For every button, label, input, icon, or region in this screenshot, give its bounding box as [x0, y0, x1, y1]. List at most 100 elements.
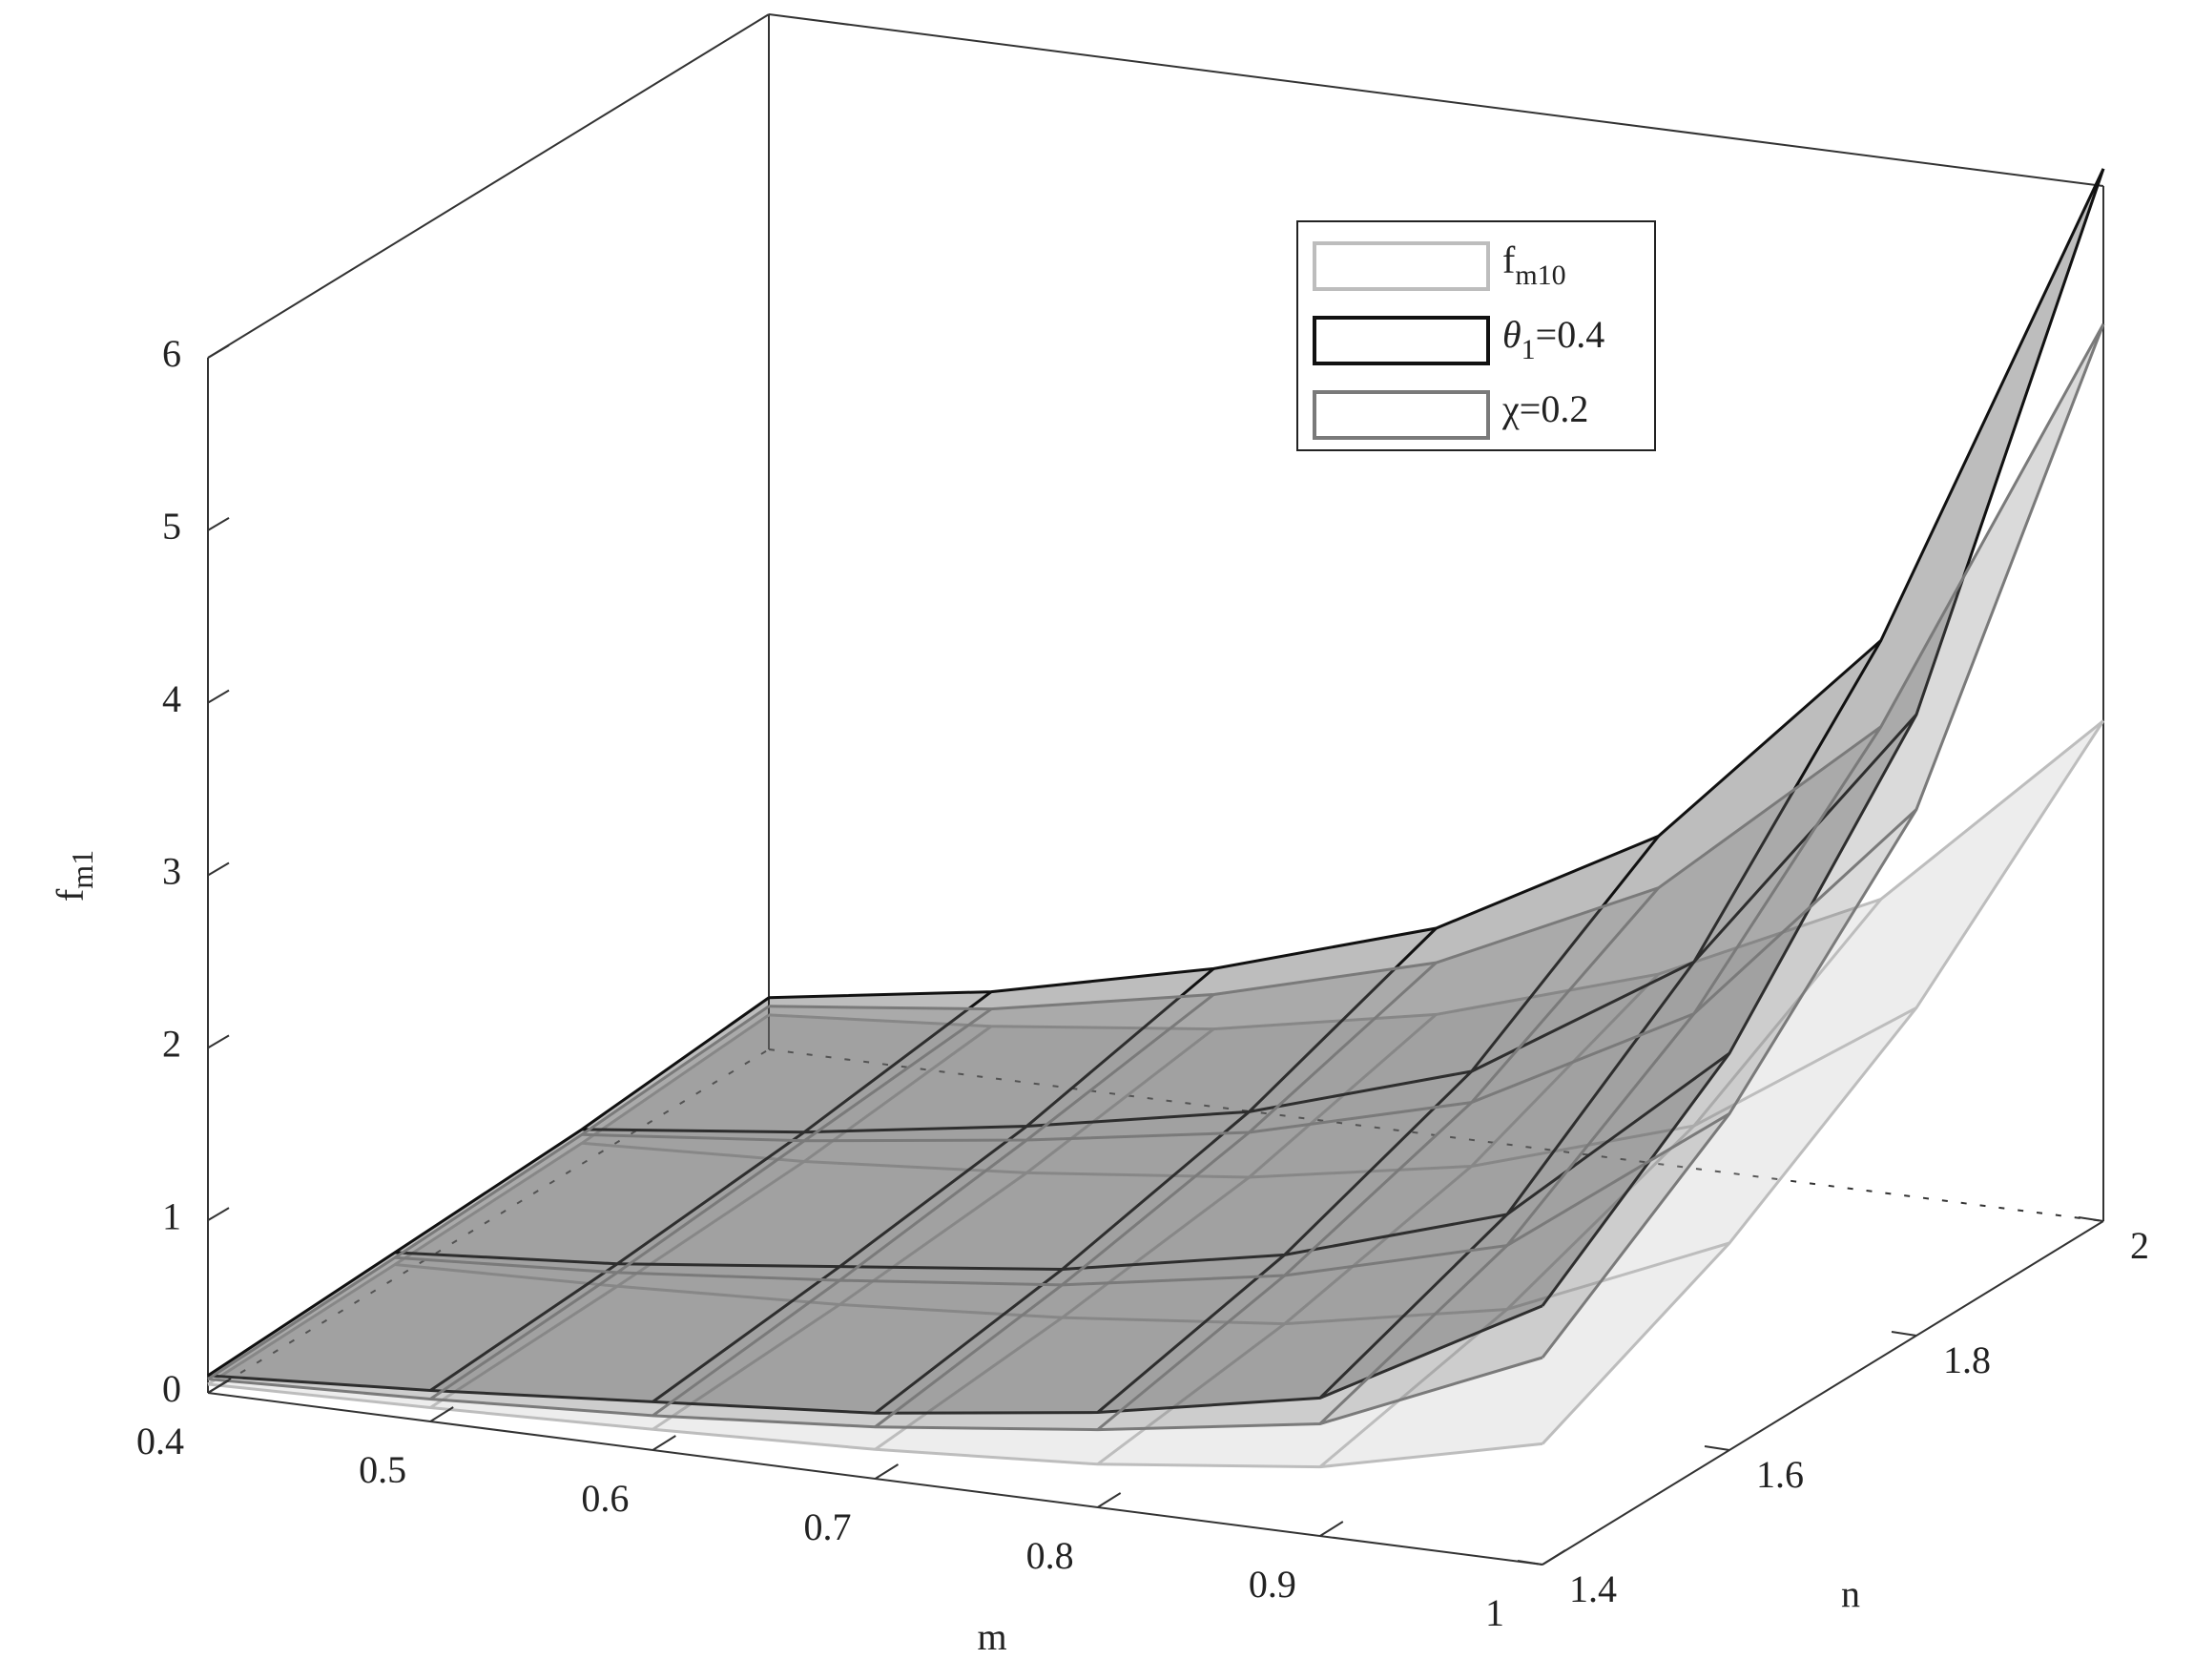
x-tick-label: 1	[1485, 1591, 1504, 1634]
x-axis-label: m	[977, 1615, 1006, 1658]
surface-patch	[430, 1272, 840, 1416]
x-tick-label: 0.5	[359, 1448, 406, 1491]
surface-patch	[804, 968, 1214, 1132]
x-tick	[874, 1463, 900, 1480]
z-tick	[207, 1207, 230, 1222]
x-tick	[652, 1435, 676, 1451]
surface-patch	[1319, 1113, 1729, 1424]
surface-patch	[1506, 715, 1916, 1214]
z-tick-label: 4	[162, 677, 181, 720]
surface-column	[1096, 835, 1660, 1414]
legend-name-tail: =0.4	[1536, 313, 1605, 356]
surface-column	[1541, 719, 2105, 1445]
surface-patch	[582, 991, 992, 1132]
x-tick	[429, 1406, 454, 1422]
surface-patch	[208, 1252, 618, 1391]
z-axis-label-main: fm1	[49, 850, 99, 902]
surface-patch	[1471, 726, 1881, 1103]
y-tick	[1517, 1560, 1543, 1566]
legend: fm10 θ1=0.4 χ=0.2	[1296, 220, 1656, 451]
surface-patch	[652, 1304, 1063, 1450]
x-tick	[1542, 1549, 1566, 1566]
surface-patch	[1249, 887, 1659, 1133]
surface-patch	[1062, 1071, 1472, 1270]
legend-name: χ=0.2	[1501, 387, 1588, 430]
surface-column	[874, 926, 1438, 1415]
y-tick-label: 1.4	[1569, 1567, 1617, 1610]
surface-patch	[875, 1276, 1285, 1430]
surface-column	[207, 1013, 770, 1386]
surface-patch	[652, 1280, 1063, 1427]
top-back-edge	[768, 13, 2104, 187]
surface-patch	[1097, 1245, 1507, 1430]
surface-patch	[1506, 809, 1916, 1246]
y-axis-label: n	[1841, 1572, 1860, 1615]
surface-patch	[652, 1266, 1063, 1414]
surface-column	[652, 993, 1215, 1418]
legend-label: fm10	[1502, 239, 1566, 291]
surface-patch	[804, 994, 1214, 1141]
surface-patch	[430, 1286, 840, 1430]
y-tick-label: 1.8	[1943, 1338, 1991, 1381]
surface-patch	[208, 1264, 618, 1408]
z-tick	[207, 861, 230, 877]
surface-patch	[617, 1140, 1027, 1281]
x-tick	[1097, 1492, 1122, 1508]
legend-name-sub: m10	[1515, 259, 1565, 291]
surface-patch	[1097, 1214, 1507, 1413]
z-tick-label: 5	[162, 505, 181, 548]
surface-column	[1318, 725, 1883, 1425]
surface-patch	[1284, 1126, 1694, 1324]
surface-column	[1541, 168, 2105, 1307]
surface-patch	[617, 1126, 1027, 1267]
z-tick-label: 1	[162, 1194, 181, 1237]
z-tick	[207, 516, 230, 531]
y-tick	[1891, 1331, 1917, 1337]
legend-swatch	[1313, 390, 1490, 440]
legend-swatch	[1313, 316, 1490, 365]
surface-patch	[582, 1006, 992, 1141]
y-tick-label: 1.6	[1756, 1453, 1804, 1496]
x-tick	[1319, 1521, 1344, 1537]
legend-label: θ1=0.4	[1502, 313, 1604, 365]
x-tick-label: 0.4	[136, 1420, 184, 1462]
z-label-base: f	[49, 888, 92, 902]
y-tick-label: 2	[2130, 1224, 2149, 1267]
surface-column	[1096, 886, 1660, 1431]
z-axis-label: fm1	[49, 850, 99, 902]
x-tick-label: 0.8	[1026, 1534, 1074, 1577]
legend-name: θ	[1502, 313, 1521, 356]
legend-label: χ=0.2	[1501, 387, 1588, 430]
surface-patch	[804, 1026, 1214, 1173]
legend-swatch	[1313, 241, 1490, 291]
z-tick-label: 6	[162, 332, 181, 375]
surface-patch	[1693, 720, 2103, 1127]
surface-patch	[430, 1263, 840, 1402]
surfaces	[207, 168, 2105, 1469]
z-tick-label: 2	[162, 1023, 181, 1066]
z-tick-label: 3	[162, 850, 181, 893]
y-tick	[2078, 1216, 2104, 1222]
x-tick-label: 0.6	[581, 1477, 629, 1520]
surface-patch	[395, 1134, 805, 1273]
top-left-edge	[207, 13, 770, 359]
surface-patch	[617, 1161, 1027, 1305]
surface-column	[207, 1005, 770, 1380]
surface-patch	[1471, 640, 1881, 1071]
legend-name: f	[1502, 239, 1516, 281]
x-tick-label: 0.9	[1249, 1563, 1296, 1606]
surface-column	[1541, 323, 2105, 1359]
surface-patch	[395, 1143, 805, 1287]
surface-patch	[875, 1255, 1285, 1414]
surface-patch	[1284, 1013, 1694, 1276]
surface-column	[207, 996, 770, 1378]
y-axis-line	[1542, 1220, 2104, 1566]
surface-patch	[208, 1257, 618, 1400]
x-tick-label: 0.7	[804, 1505, 852, 1548]
surface-patch	[1026, 963, 1437, 1141]
z-tick	[207, 1034, 230, 1049]
z-label-sub: m1	[65, 850, 99, 889]
surface-patch	[1062, 1166, 1472, 1324]
z-tick	[207, 689, 230, 704]
